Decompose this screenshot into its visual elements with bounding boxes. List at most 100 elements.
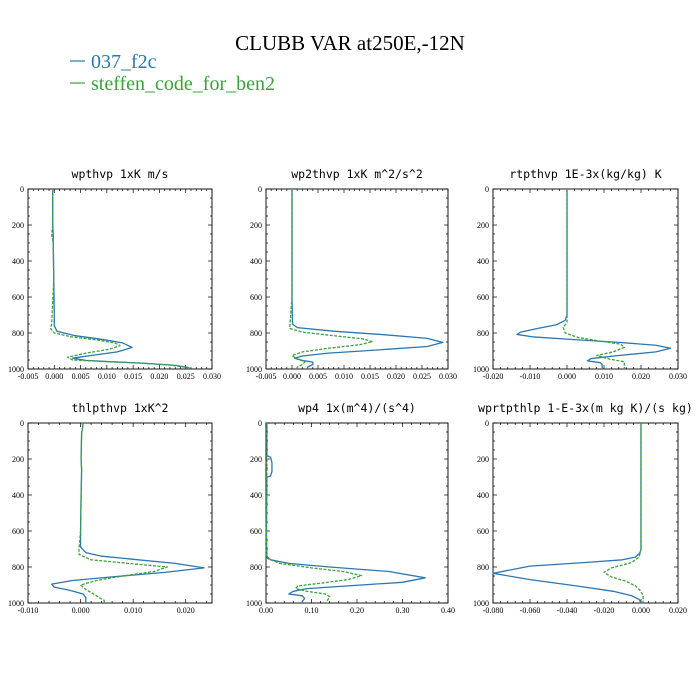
- y-tick-label: 400: [12, 257, 24, 266]
- series-line-1: [291, 189, 444, 369]
- y-tick-label: 400: [477, 491, 489, 500]
- y-tick-label: 400: [477, 257, 489, 266]
- x-tick-label: 0.030: [203, 372, 221, 381]
- y-tick-label: 1000: [473, 599, 489, 608]
- x-tick-label: 0.010: [595, 372, 613, 381]
- legend-item-1: 037_f2c: [70, 51, 157, 73]
- x-tick-label: 0.010: [98, 372, 116, 381]
- series-line-2: [78, 422, 168, 603]
- series-line-2: [49, 189, 192, 370]
- legend: 037_f2c steffen_code_for_ben2: [70, 51, 275, 95]
- series-line-2: [265, 423, 363, 603]
- legend-item-2: steffen_code_for_ben2: [70, 73, 275, 95]
- y-tick-label: 400: [250, 491, 262, 500]
- x-tick-label: 0.010: [124, 606, 142, 615]
- series-line-2: [289, 189, 374, 369]
- x-tick-label: 0.00: [259, 606, 273, 615]
- x-tick-label: 0.030: [669, 372, 687, 381]
- panel-2: wp2thvp 1xK m^2/s^2 0 200 400 600 800 1000-0.0…: [246, 167, 457, 381]
- panel-4: thlpthvp 1xK^2 0 200 400 600 800 1000-0.010 0.0…: [8, 401, 213, 615]
- series-line-1: [492, 423, 642, 604]
- series-line-2: [603, 423, 644, 604]
- y-tick-label: 800: [12, 329, 24, 338]
- x-tick-label: -0.010: [18, 606, 39, 615]
- series-line-2: [562, 189, 625, 369]
- x-tick-label: 0.020: [632, 372, 650, 381]
- y-tick-label: 200: [477, 455, 489, 464]
- series-line-1: [516, 189, 672, 369]
- x-tick-label: 0.000: [632, 606, 650, 615]
- panel-3: rtpthvp 1E-3x(kg/kg) K02004006008001000-…: [473, 167, 687, 381]
- x-tick-label: 0.010: [335, 372, 353, 381]
- panel-title: wp4 1x(m^4)/(s^4): [298, 401, 416, 415]
- panel-title: rtpthvp 1E-3x(kg/kg) K: [509, 167, 661, 181]
- panel-title: wprtpthlp 1-E-3x(m kg K)/(s kg): [478, 401, 693, 415]
- figure-title: CLUBB VAR at250E,-12N: [235, 31, 465, 55]
- x-tick-label: -0.080: [483, 606, 504, 615]
- y-tick-label: 1000: [246, 365, 262, 374]
- panel-title: wpthvp 1xK m/s: [72, 167, 169, 181]
- y-tick-label: 200: [250, 455, 262, 464]
- x-tick-label: 0.005: [72, 372, 90, 381]
- y-tick-label: 800: [250, 563, 262, 572]
- x-tick-label: 0.020: [669, 606, 687, 615]
- y-tick-label: 200: [477, 221, 489, 230]
- y-tick-label: 600: [250, 527, 262, 536]
- y-tick-label: 0: [258, 185, 262, 194]
- y-tick-label: 0: [20, 185, 24, 194]
- y-tick-label: 1000: [8, 365, 24, 374]
- x-tick-label: 0.20: [350, 606, 364, 615]
- x-tick-label: 0.30: [396, 606, 410, 615]
- y-tick-label: 600: [477, 527, 489, 536]
- y-tick-label: 600: [12, 527, 24, 536]
- x-tick-label: 0.005: [309, 372, 327, 381]
- x-tick-label: 0.020: [177, 606, 195, 615]
- x-tick-label: 0.030: [439, 372, 457, 381]
- y-tick-label: 600: [477, 293, 489, 302]
- x-tick-label: 0.025: [177, 372, 195, 381]
- y-tick-label: 1000: [8, 599, 24, 608]
- y-tick-label: 1000: [473, 365, 489, 374]
- x-tick-label: -0.060: [520, 606, 541, 615]
- y-tick-label: 800: [477, 563, 489, 572]
- y-tick-label: 400: [250, 257, 262, 266]
- x-tick-label: 0.000: [72, 606, 90, 615]
- x-tick-label: 0.020: [387, 372, 405, 381]
- legend-label-1: 037_f2c: [91, 51, 157, 73]
- panel-title: wp2thvp 1xK m^2/s^2: [291, 167, 423, 181]
- y-tick-label: 800: [250, 329, 262, 338]
- x-tick-label: -0.020: [483, 372, 504, 381]
- x-tick-label: -0.005: [256, 372, 277, 381]
- y-tick-label: 400: [12, 491, 24, 500]
- x-tick-label: 0.000: [283, 372, 301, 381]
- panel-6: wprtpthlp 1-E-3x(m kg K)/(s kg) 0 200 400 60…: [473, 401, 693, 615]
- panel-1: wpthvp 1xK m/s 0 200 400 600 800 1000-0.005 0.0…: [8, 167, 221, 381]
- x-tick-label: -0.010: [520, 372, 541, 381]
- x-tick-label: -0.005: [18, 372, 39, 381]
- y-tick-label: 600: [250, 293, 262, 302]
- y-tick-label: 0: [485, 419, 489, 428]
- y-tick-label: 800: [477, 329, 489, 338]
- y-tick-label: 600: [12, 293, 24, 302]
- y-tick-label: 200: [12, 221, 24, 230]
- x-tick-label: 0.020: [150, 372, 168, 381]
- x-tick-label: 0.000: [558, 372, 576, 381]
- panel-title: thlpthvp 1xK^2: [72, 401, 169, 415]
- y-tick-label: 800: [12, 563, 24, 572]
- y-tick-label: 0: [258, 419, 262, 428]
- y-tick-label: 200: [12, 455, 24, 464]
- x-tick-label: -0.040: [557, 606, 578, 615]
- x-tick-label: 0.40: [441, 606, 455, 615]
- y-tick-label: 1000: [246, 599, 262, 608]
- x-tick-label: 0.10: [305, 606, 319, 615]
- x-tick-label: -0.020: [594, 606, 615, 615]
- series-line-1: [265, 423, 426, 603]
- y-tick-label: 0: [485, 185, 489, 194]
- y-tick-label: 200: [250, 221, 262, 230]
- y-tick-label: 0: [20, 419, 24, 428]
- x-tick-label: 0.015: [124, 372, 142, 381]
